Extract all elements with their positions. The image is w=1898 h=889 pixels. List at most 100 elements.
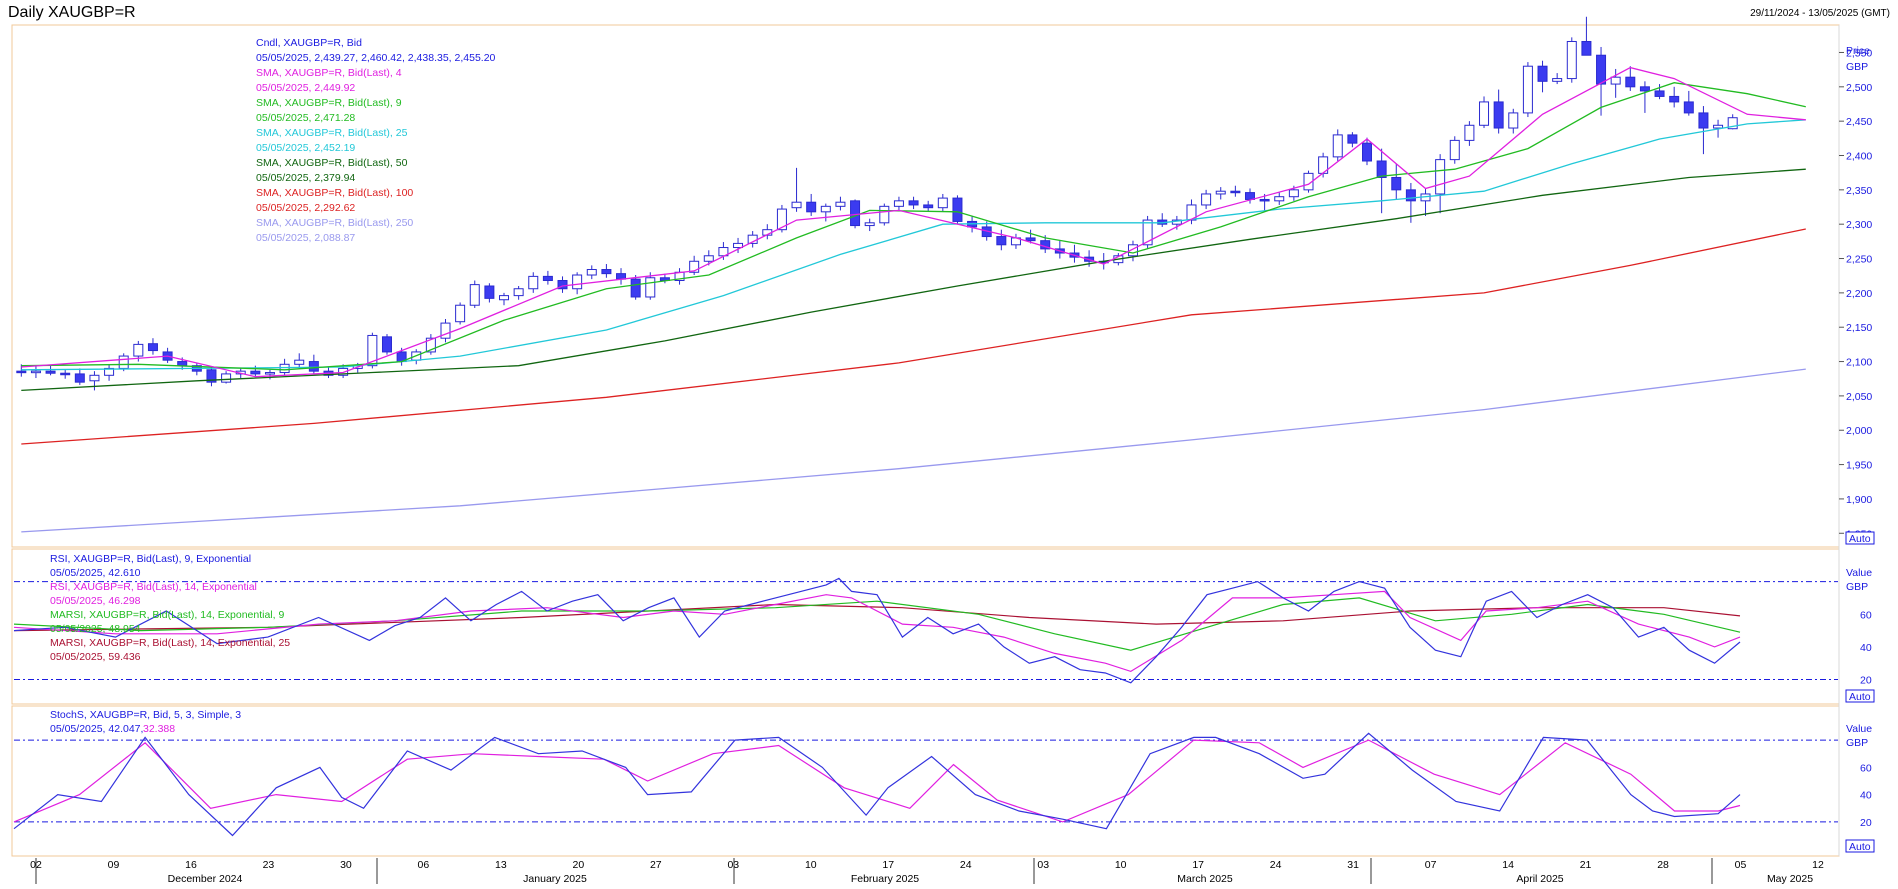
legend-marsi25-name: MARSI, XAUGBP=R, Bid(Last), 14, Exponent… bbox=[50, 637, 290, 649]
date-range-label: 29/11/2024 - 13/05/2025 (GMT) bbox=[1750, 8, 1890, 19]
candle-body bbox=[367, 334, 378, 367]
candle-body bbox=[776, 208, 787, 231]
candle-body bbox=[1683, 101, 1694, 114]
x-day-label: 14 bbox=[1502, 859, 1514, 871]
candle-body bbox=[1142, 219, 1153, 246]
x-month-label: February 2025 bbox=[851, 873, 919, 885]
legend-sma50-name: SMA, XAUGBP=R, Bid(Last), 50 bbox=[256, 157, 408, 169]
axes-layer: Price GBP 2,550 2,500 2,450 2,400 2,350 2,300 2,… bbox=[30, 45, 1875, 885]
x-month-label: December 2024 bbox=[168, 873, 243, 885]
price-tick-label: 2,200 bbox=[1846, 288, 1872, 300]
price-tick-label: 2,400 bbox=[1846, 151, 1872, 163]
candle-body bbox=[118, 355, 129, 369]
legend-marsi9-name: MARSI, XAUGBP=R, Bid(Last), 14, Exponent… bbox=[50, 609, 284, 621]
candle-body bbox=[1230, 190, 1241, 194]
moving-averages-layer bbox=[21, 66, 1806, 533]
candle-body bbox=[308, 361, 319, 372]
legend-sma250-name: SMA, XAUGBP=R, Bid(Last), 250 bbox=[256, 217, 413, 229]
candle-body bbox=[1464, 124, 1475, 141]
legend-cndl-name: Cndl, XAUGBP=R, Bid bbox=[256, 37, 362, 49]
x-day-label: 31 bbox=[1347, 859, 1359, 871]
candle-body bbox=[89, 374, 100, 382]
x-day-label: 03 bbox=[727, 859, 739, 871]
candle-body bbox=[16, 370, 27, 374]
candle-body bbox=[733, 242, 744, 249]
candle-body bbox=[820, 205, 831, 213]
rsi-tick-label: 40 bbox=[1860, 642, 1872, 654]
stoch-tick-label: 60 bbox=[1860, 762, 1872, 774]
legend-stoch-value-k: 05/05/2025, 42.047, bbox=[50, 723, 143, 735]
candle-body bbox=[469, 284, 480, 306]
stoch-axis-unit: GBP bbox=[1846, 737, 1868, 749]
candle-body bbox=[1596, 54, 1607, 85]
price-auto-label: Auto bbox=[1849, 533, 1871, 545]
candle-body bbox=[850, 200, 861, 227]
candle-body bbox=[104, 367, 115, 376]
candle-body bbox=[1639, 86, 1650, 92]
legend-stoch-value-d: 32.388 bbox=[143, 723, 175, 735]
x-month-label: May 2025 bbox=[1767, 873, 1813, 885]
x-day-label: 12 bbox=[1812, 859, 1824, 871]
candle-body bbox=[689, 260, 700, 273]
legend-sma25-value: 05/05/2025, 2,452.19 bbox=[256, 142, 355, 154]
stoch_k-line bbox=[13, 732, 1741, 837]
sma50-line bbox=[21, 168, 1806, 392]
rsi9-line bbox=[13, 577, 1741, 684]
candle-body bbox=[1479, 101, 1490, 126]
candle-body bbox=[1391, 176, 1402, 191]
rsi-auto-label: Auto bbox=[1849, 691, 1871, 703]
price-auto-button bbox=[1845, 531, 1875, 545]
candle-body bbox=[1405, 189, 1416, 202]
legend-cndl-value: 05/05/2025, 2,439.27, 2,460.42, 2,438.35… bbox=[256, 52, 496, 64]
x-day-label: 24 bbox=[1270, 859, 1282, 871]
x-day-label: 09 bbox=[108, 859, 120, 871]
candle-body bbox=[147, 343, 158, 352]
candle-body bbox=[1347, 134, 1358, 144]
candle-body bbox=[455, 304, 466, 323]
candle-body bbox=[557, 280, 568, 290]
rsi-auto-button bbox=[1845, 689, 1875, 703]
price-tick-label: 2,450 bbox=[1846, 116, 1872, 128]
stoch-auto-button bbox=[1845, 839, 1875, 853]
candle-body bbox=[1127, 244, 1138, 257]
legend-sma250-value: 05/05/2025, 2,088.87 bbox=[256, 232, 355, 244]
sma25-line bbox=[21, 119, 1806, 371]
legend-sma9-name: SMA, XAUGBP=R, Bid(Last), 9 bbox=[256, 97, 402, 109]
candle-body bbox=[1669, 95, 1680, 103]
x-day-label: 13 bbox=[495, 859, 507, 871]
candle-body bbox=[601, 269, 612, 275]
price-tick-label: 2,050 bbox=[1846, 391, 1872, 403]
candle-body bbox=[1201, 193, 1212, 206]
rsi-legend: RSI, XAUGBP=R, Bid(Last), 9, Exponential… bbox=[50, 553, 290, 663]
candle-body bbox=[645, 277, 656, 298]
candle-body bbox=[1186, 204, 1197, 221]
candle-body bbox=[630, 278, 641, 298]
candle-body bbox=[133, 343, 144, 357]
candle-body bbox=[1566, 40, 1577, 80]
price-tick-label: 2,150 bbox=[1846, 322, 1872, 334]
candle-body bbox=[879, 205, 890, 224]
legend-marsi9-value: 05/05/2025, 48.954 bbox=[50, 623, 141, 635]
candle-body bbox=[1376, 160, 1387, 178]
x-day-label: 17 bbox=[1192, 859, 1204, 871]
candle-body bbox=[952, 197, 963, 222]
candle-body bbox=[60, 372, 71, 376]
candle-body bbox=[1274, 196, 1285, 202]
candle-body bbox=[1449, 139, 1460, 161]
x-day-label: 05 bbox=[1735, 859, 1747, 871]
candle-body bbox=[440, 322, 451, 339]
legend-sma4-name: SMA, XAUGBP=R, Bid(Last), 4 bbox=[256, 67, 402, 79]
legend-sma50-value: 05/05/2025, 2,379.94 bbox=[256, 172, 355, 184]
marsi25-line bbox=[13, 603, 1741, 632]
candle-body bbox=[806, 201, 817, 213]
candle-body bbox=[177, 361, 188, 367]
x-day-label: 10 bbox=[805, 859, 817, 871]
x-day-label: 17 bbox=[882, 859, 894, 871]
price-tick-label: 2,550 bbox=[1846, 47, 1872, 59]
x-month-label: January 2025 bbox=[523, 873, 587, 885]
candle-body bbox=[1259, 198, 1270, 202]
stoch-tick-label: 20 bbox=[1860, 817, 1872, 829]
legend-sma9-value: 05/05/2025, 2,471.28 bbox=[256, 112, 355, 124]
x-day-label: 28 bbox=[1657, 859, 1669, 871]
